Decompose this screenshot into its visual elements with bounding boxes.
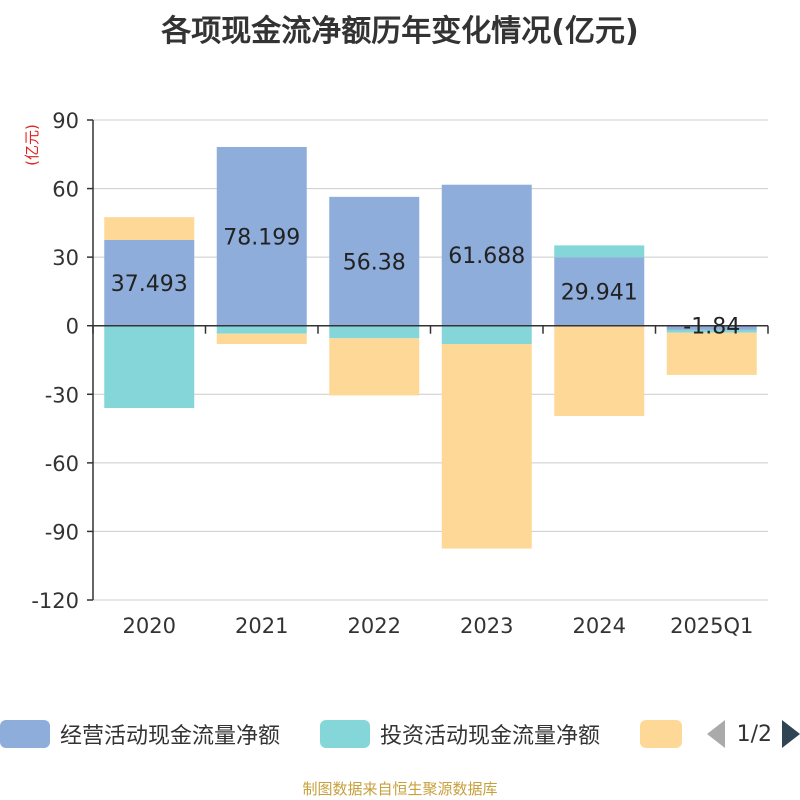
bar-operating — [554, 257, 645, 326]
bar-investing — [441, 325, 532, 344]
bar-investing — [104, 325, 195, 408]
data-label: 37.493 — [111, 272, 188, 297]
legend-next-icon[interactable] — [782, 720, 800, 748]
bar-operating — [216, 146, 307, 326]
y-tick-label: -120 — [31, 589, 79, 613]
bar-financing — [104, 217, 195, 241]
legend-pager: 1/2 — [706, 718, 800, 750]
legend-item-operating[interactable]: 经营活动现金流量净额 — [0, 718, 280, 750]
data-label: 29.941 — [561, 280, 638, 305]
bar-operating — [104, 240, 195, 326]
bar-operating — [329, 196, 420, 326]
bar-investing — [554, 245, 645, 258]
bar-financing — [554, 325, 645, 416]
legend-label-operating: 经营活动现金流量净额 — [60, 724, 281, 749]
bar-investing — [216, 325, 307, 334]
legend-item-financing[interactable] — [640, 718, 692, 750]
x-tick-label: 2024 — [573, 614, 626, 638]
data-label: 78.199 — [223, 225, 300, 250]
bar-investing — [329, 325, 420, 339]
chart-title: 各项现金流净额历年变化情况(亿元) — [161, 14, 639, 49]
bar-financing — [329, 338, 420, 396]
labels: 90 60 30 0 -30 -60 -90 -120 2020 2021 2022 2023 2024… — [23, 109, 753, 638]
bar-operating — [666, 325, 757, 330]
y-tick-label: 60 — [52, 178, 79, 202]
y-tick-label: 0 — [66, 315, 79, 339]
legend-page-indicator: 1/2 — [736, 721, 772, 747]
bar-financing — [216, 333, 307, 344]
x-tick-label: 2022 — [348, 614, 401, 638]
legend-label-investing: 投资活动现金流量净额 — [380, 724, 601, 749]
legend-swatch-financing — [640, 720, 682, 748]
legend-item-investing[interactable]: 投资活动现金流量净额 — [320, 718, 600, 750]
x-tick-label: 2021 — [235, 614, 288, 638]
legend-swatch-operating — [0, 720, 50, 748]
axes — [87, 119, 769, 601]
bar-financing — [441, 344, 532, 549]
data-label: 61.688 — [448, 244, 525, 269]
y-axis-unit-label: (亿元) — [23, 124, 41, 166]
legend: 经营活动现金流量净额 投资活动现金流量净额 1/2 — [0, 712, 800, 756]
data-label: -1.84 — [683, 315, 740, 340]
x-tick-label: 2020 — [123, 614, 176, 638]
bars — [104, 146, 757, 549]
legend-swatch-investing — [320, 720, 370, 748]
y-tick-label: 90 — [52, 109, 79, 133]
bar-investing — [666, 329, 757, 333]
cash-flow-chart: 90 60 30 0 -30 -60 -90 -120 2020 2021 2022 2023 2024… — [23, 109, 769, 638]
bar-operating — [441, 184, 532, 326]
legend-prev-icon[interactable] — [706, 720, 725, 748]
y-tick-label: -90 — [45, 520, 79, 544]
y-tick-label: -30 — [45, 383, 79, 407]
x-tick-label: 2023 — [460, 614, 513, 638]
grid-lines — [93, 119, 768, 601]
y-tick-label: 30 — [52, 246, 79, 270]
x-tick-label: 2025Q1 — [670, 614, 753, 638]
y-tick-label: -60 — [45, 452, 79, 476]
data-label: 56.38 — [343, 250, 406, 275]
bar-financing — [666, 332, 757, 375]
data-source-note: 制图数据来自恒生聚源数据库 — [302, 780, 498, 798]
